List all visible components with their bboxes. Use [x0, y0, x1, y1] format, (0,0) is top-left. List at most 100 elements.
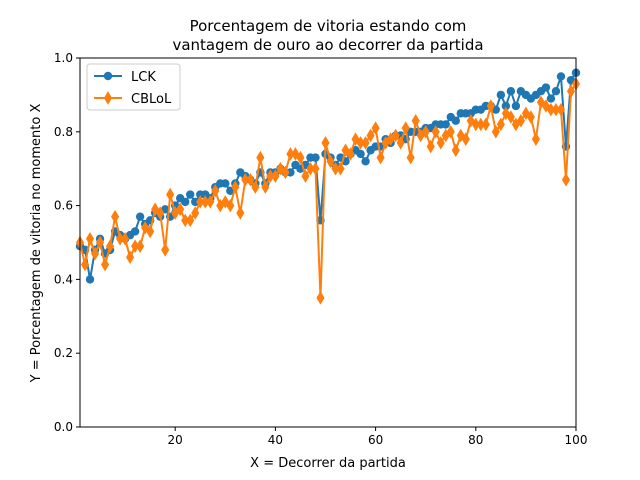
data-point-cblol — [346, 147, 355, 161]
data-point-cblol — [526, 110, 535, 124]
data-point-cblol — [336, 161, 345, 176]
series-line-cblol — [79, 83, 577, 298]
data-point-cblol — [136, 239, 145, 253]
data-point-cblol — [486, 99, 495, 113]
x-tick-label: 80 — [468, 433, 483, 447]
plot-frame — [79, 57, 577, 428]
data-point-lck — [85, 275, 95, 284]
data-point-cblol — [436, 136, 445, 150]
y-axis-label: Y = Porcentagem de vitoria no momento X — [29, 104, 44, 384]
data-point-cblol — [351, 132, 360, 146]
data-point-cblol — [226, 198, 235, 213]
data-point-cblol — [561, 172, 571, 187]
data-point-cblol — [566, 84, 576, 98]
series-cblol — [75, 77, 581, 305]
axes: 20 40 60 80 100 0.0 0.2 0.4 0.6 0.8 1.0 — [54, 51, 588, 447]
data-point-cblol — [371, 121, 380, 135]
data-point-cblol — [456, 128, 465, 143]
data-point-cblol — [80, 257, 90, 272]
data-point-lck — [441, 120, 450, 129]
data-point-cblol — [316, 291, 325, 305]
data-point-cblol — [431, 125, 440, 139]
data-point-cblol — [531, 132, 540, 146]
legend-marker-lck — [103, 71, 113, 81]
data-point-lck — [551, 87, 561, 96]
data-point-lck — [311, 153, 320, 162]
data-point-cblol — [496, 117, 505, 132]
y-tick-label: 0.2 — [54, 346, 73, 360]
data-point-lck — [496, 90, 506, 100]
x-tick-label: 100 — [565, 433, 588, 447]
data-point-cblol — [191, 206, 200, 220]
data-point-lck — [356, 149, 365, 159]
data-point-cblol — [466, 113, 475, 128]
data-point-cblol — [311, 161, 320, 176]
data-point-cblol — [166, 187, 175, 202]
data-point-cblol — [156, 206, 165, 220]
data-point-cblol — [95, 235, 105, 250]
x-tick-label: 20 — [168, 433, 183, 447]
data-point-cblol — [221, 195, 230, 209]
data-point-cblol — [361, 136, 370, 150]
data-point-lck — [501, 101, 511, 111]
data-point-cblol — [246, 172, 255, 187]
data-point-cblol — [411, 113, 420, 128]
data-point-lck — [135, 212, 145, 221]
data-point-cblol — [401, 121, 410, 135]
data-point-cblol — [506, 110, 515, 124]
data-point-cblol — [85, 232, 95, 246]
data-point-cblol — [391, 128, 400, 143]
data-point-cblol — [271, 169, 280, 183]
data-point-cblol — [501, 106, 510, 121]
data-point-cblol — [261, 180, 270, 194]
data-point-cblol — [206, 195, 215, 209]
x-tick-label: 60 — [368, 433, 383, 447]
data-point-cblol — [461, 132, 470, 146]
data-point-cblol — [481, 117, 490, 132]
data-point-cblol — [406, 150, 415, 165]
data-point-cblol — [121, 232, 130, 246]
data-point-lck — [451, 116, 460, 125]
data-point-cblol — [516, 113, 525, 128]
data-point-cblol — [556, 102, 566, 117]
data-point-cblol — [100, 257, 110, 272]
data-point-lck — [191, 197, 200, 207]
data-point-lck — [506, 87, 516, 96]
data-point-lck — [181, 197, 190, 207]
data-point-lck — [286, 168, 295, 177]
data-point-cblol — [491, 125, 500, 139]
data-point-lck — [546, 94, 556, 103]
data-point-cblol — [126, 250, 135, 265]
data-point-cblol — [251, 180, 260, 194]
data-point-cblol — [446, 125, 455, 139]
data-point-cblol — [366, 128, 375, 143]
data-point-lck — [186, 190, 195, 199]
data-point-lck — [511, 101, 521, 111]
data-point-cblol — [396, 136, 405, 150]
x-axis-label: X = Decorrer da partida — [250, 456, 406, 471]
data-point-cblol — [236, 206, 245, 220]
y-tick-label: 0.4 — [54, 272, 73, 286]
data-point-cblol — [451, 143, 460, 158]
data-point-cblol — [111, 209, 120, 224]
y-tick-label: 0.8 — [54, 125, 73, 139]
x-tick-label: 40 — [268, 433, 283, 447]
chart-title-line-2: vantagem de ouro ao decorrer da partida — [172, 36, 483, 54]
data-point-cblol — [161, 243, 170, 257]
data-point-cblol — [211, 184, 220, 198]
y-tick-label: 1.0 — [54, 51, 73, 65]
data-point-cblol — [146, 224, 155, 239]
legend-marker-cblol — [103, 91, 113, 105]
data-point-cblol — [281, 165, 290, 180]
data-point-cblol — [301, 169, 310, 183]
data-point-cblol — [176, 202, 185, 217]
data-point-cblol — [151, 202, 160, 217]
data-point-lck — [361, 157, 370, 166]
data-point-cblol — [326, 154, 335, 169]
data-point-cblol — [105, 239, 115, 253]
data-point-cblol — [421, 125, 430, 139]
data-point-cblol — [231, 180, 240, 194]
data-point-lck — [130, 227, 140, 236]
data-point-lck — [221, 179, 230, 188]
